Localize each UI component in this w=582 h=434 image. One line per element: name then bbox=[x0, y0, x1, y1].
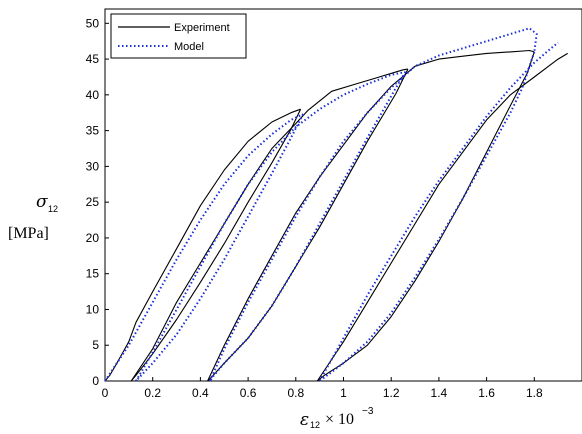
series-line-experiment bbox=[130, 108, 302, 382]
y-axis-subscript: 12 bbox=[48, 204, 58, 214]
y-tick-label: 10 bbox=[86, 302, 100, 316]
series-experiment bbox=[104, 49, 568, 382]
y-tick-label: 35 bbox=[86, 124, 100, 138]
x-axis-exponent: −3 bbox=[362, 406, 374, 417]
series-line-model bbox=[135, 71, 406, 382]
y-axis-ticks: 0 5 10 15 20 25 30 35 40 45 50 bbox=[86, 16, 109, 388]
legend-label-model: Model bbox=[174, 41, 204, 53]
series-line-experiment bbox=[130, 68, 408, 382]
series-line-experiment bbox=[207, 49, 535, 382]
y-tick-label: 50 bbox=[86, 16, 100, 30]
series-line-experiment bbox=[316, 51, 535, 382]
legend-box bbox=[110, 13, 247, 59]
y-axis-label: σ 12 [MPa] bbox=[8, 192, 58, 242]
y-tick-label: 20 bbox=[86, 231, 100, 245]
y-tick-label: 25 bbox=[86, 195, 100, 209]
x-tick-label: 0.2 bbox=[144, 386, 161, 400]
y-tick-label: 15 bbox=[86, 267, 100, 281]
x-axis-subscript: 12 bbox=[310, 420, 320, 430]
series-line-model bbox=[319, 51, 536, 382]
y-tick-label: 30 bbox=[86, 159, 100, 173]
x-tick-label: 1.4 bbox=[431, 386, 448, 400]
x-axis-suffix: × 10 bbox=[325, 411, 354, 428]
x-tick-label: 1 bbox=[340, 386, 347, 400]
y-tick-label: 45 bbox=[86, 52, 100, 66]
x-axis-symbol: ε bbox=[300, 410, 309, 430]
legend: Experiment Model bbox=[110, 13, 247, 59]
series-line-model bbox=[135, 113, 304, 382]
x-axis-ticks: 0 0.2 0.4 0.6 0.8 1 1.2 1.4 1.6 1.8 bbox=[102, 377, 543, 400]
y-axis-unit: [MPa] bbox=[8, 225, 49, 242]
legend-label-experiment: Experiment bbox=[174, 22, 230, 34]
y-axis-symbol: σ bbox=[36, 192, 48, 212]
y-tick-label: 5 bbox=[92, 338, 99, 352]
y-tick-label: 0 bbox=[92, 374, 99, 388]
x-tick-label: 0.8 bbox=[287, 386, 304, 400]
series-line-model bbox=[318, 41, 559, 382]
series-layer bbox=[104, 27, 568, 382]
x-tick-label: 0 bbox=[102, 386, 109, 400]
series-line-model bbox=[209, 71, 407, 382]
series-line-model bbox=[208, 27, 538, 382]
x-tick-label: 0.6 bbox=[240, 386, 257, 400]
x-tick-label: 0.4 bbox=[192, 386, 209, 400]
x-axis-label: ε 12 × 10 −3 bbox=[300, 406, 374, 430]
x-tick-label: 1.2 bbox=[383, 386, 400, 400]
y-tick-label: 40 bbox=[86, 88, 100, 102]
series-model bbox=[104, 27, 559, 382]
series-line-model bbox=[104, 113, 304, 382]
x-tick-label: 1.8 bbox=[526, 386, 543, 400]
series-line-experiment bbox=[316, 52, 568, 382]
series-line-experiment bbox=[207, 68, 409, 382]
x-tick-label: 1.6 bbox=[478, 386, 495, 400]
plot-area bbox=[104, 8, 582, 382]
